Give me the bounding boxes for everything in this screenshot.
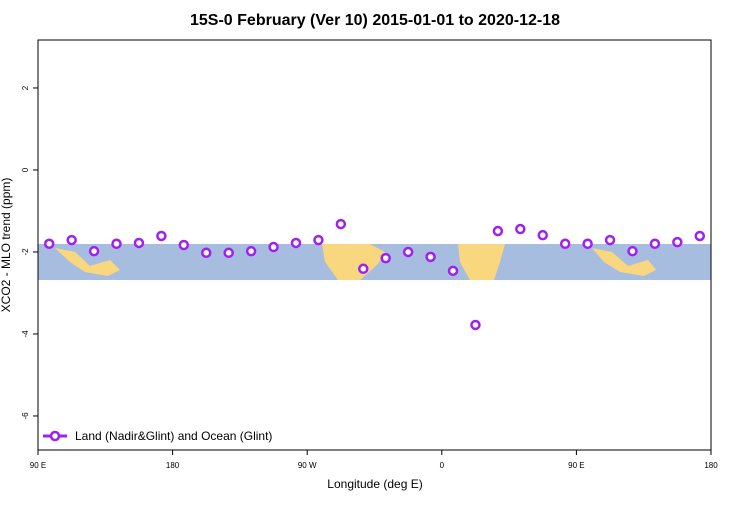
point — [313, 234, 324, 246]
point — [515, 223, 526, 235]
point — [447, 265, 459, 277]
point — [178, 239, 190, 251]
point — [380, 252, 391, 264]
point — [111, 238, 122, 250]
point — [604, 234, 616, 246]
x-tick-label: 180 — [166, 461, 180, 470]
point — [582, 238, 593, 250]
y-tick-label: 2 — [21, 85, 30, 90]
point — [537, 229, 548, 241]
point — [470, 319, 481, 331]
x-axis-label: Longitude (deg E) — [327, 477, 422, 491]
point — [156, 230, 167, 242]
x-tick-label: 90 W — [298, 461, 317, 470]
plot-frame — [37, 39, 712, 451]
point — [133, 237, 145, 249]
y-tick-label: -6 — [21, 412, 30, 420]
point — [88, 245, 100, 257]
legend-marker — [49, 430, 61, 442]
y-tick-label: 0 — [21, 167, 30, 172]
map-band — [38, 244, 711, 280]
point — [335, 218, 347, 230]
point — [268, 241, 279, 253]
point — [649, 238, 661, 250]
legend-label: Land (Nadir&Glint) and Ocean (Glint) — [75, 429, 272, 443]
x-tick-label: 0 — [440, 461, 445, 470]
point — [694, 230, 706, 242]
land — [458, 244, 505, 280]
x-tick-label: 90 E — [568, 461, 584, 470]
chart-title: 15S-0 February (Ver 10) 2015-01-01 to 20… — [190, 12, 560, 29]
point — [672, 236, 683, 248]
x-tick-label: 90 E — [30, 461, 46, 470]
point — [66, 234, 77, 246]
point — [43, 238, 55, 250]
y-axis-label: XCO2 - MLO trend (ppm) — [0, 178, 13, 313]
point — [290, 237, 302, 249]
point — [358, 263, 369, 275]
point — [492, 225, 504, 237]
x-tick-label: 180 — [704, 461, 718, 470]
point — [627, 245, 638, 257]
point — [425, 251, 436, 263]
point — [559, 238, 571, 250]
point — [245, 245, 257, 257]
y-tick-label: -2 — [21, 248, 30, 256]
point — [223, 247, 234, 259]
land — [592, 248, 656, 276]
point — [402, 246, 414, 258]
point — [201, 247, 212, 259]
land — [322, 244, 385, 280]
y-tick-label: -4 — [21, 330, 30, 338]
land — [55, 248, 120, 276]
